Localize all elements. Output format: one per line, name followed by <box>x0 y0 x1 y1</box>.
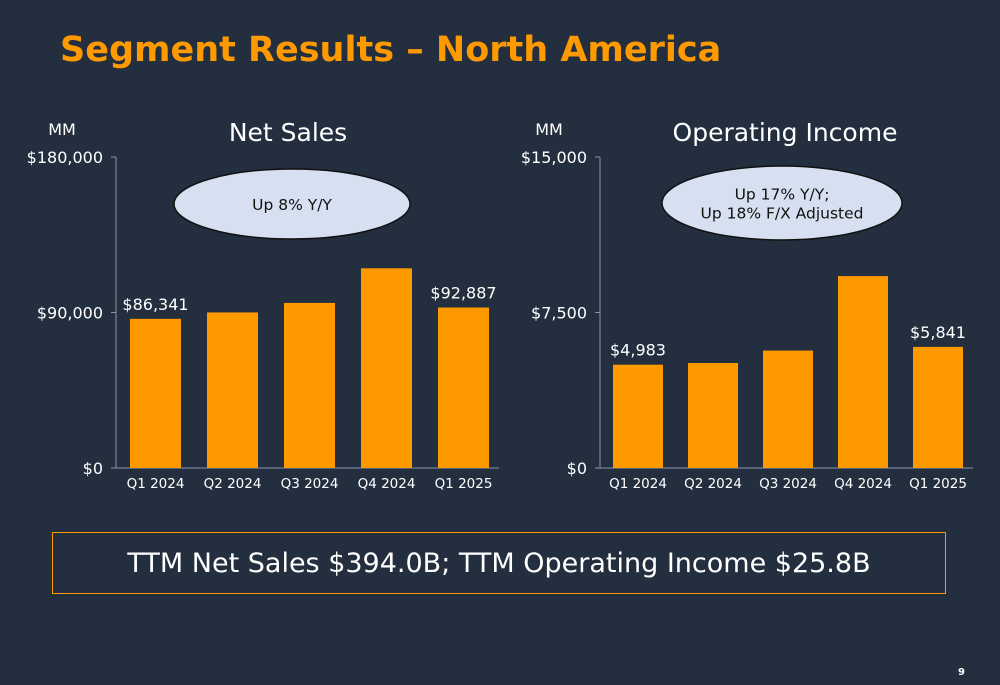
net-sales-x-tick-label: Q1 2024 <box>127 476 185 492</box>
net-sales-unit-label: MM <box>48 120 76 139</box>
operating-income-bar-1 <box>613 364 663 468</box>
net-sales-y-tick-label: $90,000 <box>37 304 103 323</box>
net-sales-x-tick-label: Q1 2025 <box>435 476 493 492</box>
net-sales-data-label: $86,341 <box>122 295 188 314</box>
net-sales-chart-title: Net Sales <box>229 118 347 147</box>
operating-income-unit-label: MM <box>535 120 563 139</box>
page-number: 9 <box>958 667 965 678</box>
operating-income-chart-title: Operating Income <box>673 118 898 147</box>
operating-income-x-tick-label: Q3 2024 <box>759 476 817 492</box>
operating-income-callout-text: Up 17% Y/Y; <box>735 186 830 204</box>
operating-income-bar-3 <box>763 350 813 468</box>
operating-income-data-label: $4,983 <box>610 341 666 360</box>
operating-income-y-tick-label: $7,500 <box>531 304 587 323</box>
net-sales-data-label: $92,887 <box>430 284 496 303</box>
net-sales-bar-3 <box>284 302 335 468</box>
operating-income-data-label: $5,841 <box>910 323 966 342</box>
slide-title: Segment Results – North America <box>60 30 722 70</box>
operating-income-callout-ellipse <box>661 165 903 241</box>
operating-income-bar-5 <box>913 346 963 468</box>
net-sales-x-tick-label: Q4 2024 <box>358 476 416 492</box>
net-sales-bar-5 <box>438 307 489 468</box>
net-sales-bar-1 <box>130 318 181 468</box>
ttm-summary-text: TTM Net Sales $394.0B; TTM Operating Inc… <box>127 547 871 579</box>
operating-income-bar-4 <box>838 276 888 468</box>
operating-income-y-tick-label: $15,000 <box>521 148 587 167</box>
net-sales-bar-2 <box>207 312 258 468</box>
operating-income-x-tick-label: Q1 2025 <box>909 476 967 492</box>
operating-income-bar-2 <box>688 362 738 468</box>
net-sales-x-tick-label: Q2 2024 <box>204 476 262 492</box>
net-sales-y-tick-label: $180,000 <box>27 148 103 167</box>
net-sales-bar-4 <box>361 268 412 468</box>
operating-income-x-tick-label: Q1 2024 <box>609 476 667 492</box>
net-sales-x-tick-label: Q3 2024 <box>281 476 339 492</box>
operating-income-y-tick-label: $0 <box>567 459 587 478</box>
net-sales-y-tick-label: $0 <box>83 459 103 478</box>
operating-income-callout-text: Up 18% F/X Adjusted <box>701 205 864 223</box>
ttm-summary-box: TTM Net Sales $394.0B; TTM Operating Inc… <box>52 532 946 594</box>
net-sales-callout-text: Up 8% Y/Y <box>252 196 332 214</box>
net-sales-callout-ellipse <box>173 168 411 240</box>
operating-income-x-tick-label: Q2 2024 <box>684 476 742 492</box>
operating-income-x-tick-label: Q4 2024 <box>834 476 892 492</box>
